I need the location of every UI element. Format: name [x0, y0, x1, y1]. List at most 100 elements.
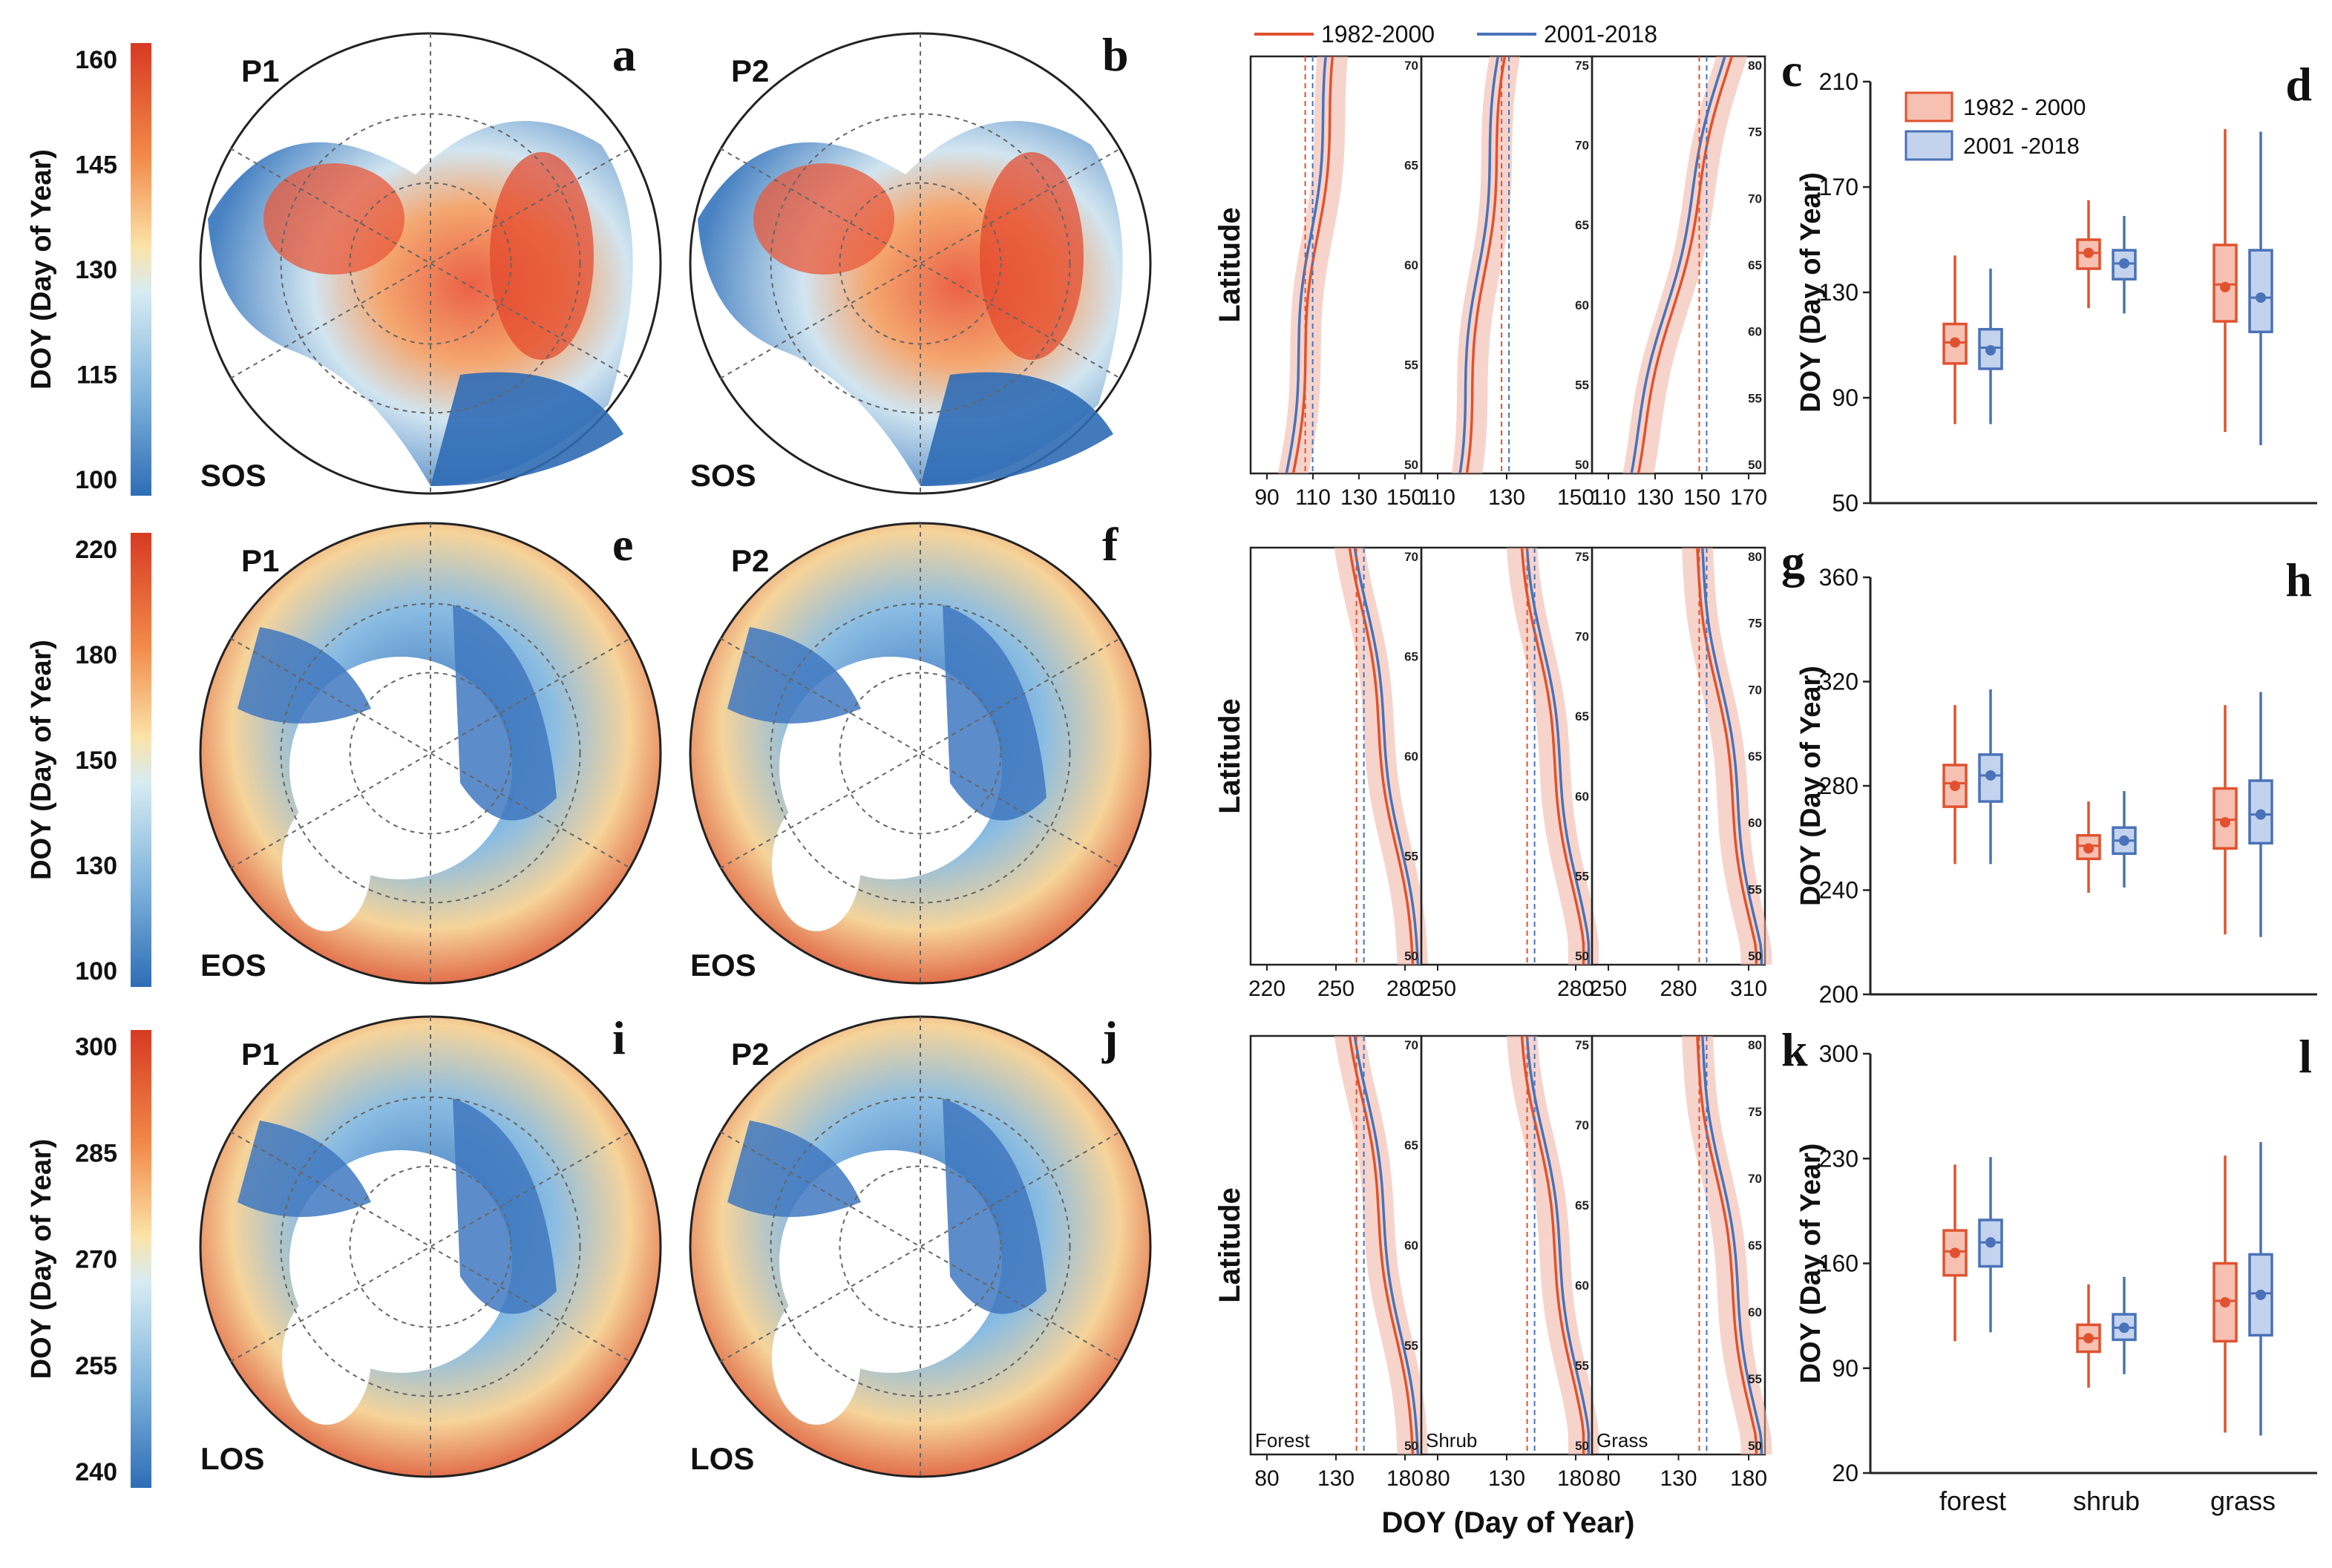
mean-point: [2119, 1322, 2129, 1334]
greenland: [282, 1291, 371, 1425]
land-region: [490, 152, 594, 360]
mean-point: [1950, 337, 1960, 348]
mean-point: [2083, 1333, 2094, 1344]
latitude-tick-label: 65: [1575, 1198, 1589, 1213]
panel-letter: f: [1102, 518, 1118, 571]
series-line-1982-2000: [1520, 1035, 1585, 1454]
latitude-tick-label: 60: [1575, 1279, 1589, 1293]
parallel: [839, 672, 1002, 835]
mean-point: [1985, 345, 1996, 356]
map-period-label: P1: [241, 53, 279, 88]
latitude-tick-label: 55: [1575, 378, 1589, 392]
colorbar-title: DOY (Day of Year): [26, 640, 57, 880]
meridian: [719, 637, 1121, 869]
map-period-label: P2: [731, 53, 769, 88]
meridian: [719, 148, 1121, 379]
x-tick-label: 280: [1557, 977, 1594, 1001]
panel-letter: i: [612, 1011, 626, 1064]
colorbar-tick-label: 180: [75, 641, 117, 669]
latitude-tick-label: 65: [1575, 218, 1589, 232]
polar-map: P1 LOS i: [199, 1011, 662, 1478]
series-line-2001-2018: [1700, 1035, 1763, 1454]
x-tick-label: 80: [1254, 1466, 1279, 1491]
land-region: [430, 372, 623, 486]
profile-legend: 1982-2000 2001-2018: [1254, 21, 1657, 47]
polar-map: P2 LOS j: [689, 1011, 1152, 1478]
mean-point: [1985, 1237, 1996, 1248]
y-tick-label: 280: [1819, 772, 1858, 799]
y-tick-label: 50: [1832, 490, 1858, 516]
latitude-tick-label: 55: [1404, 358, 1418, 373]
y-tick-label: 320: [1819, 669, 1858, 695]
colorbar: [131, 1030, 151, 1488]
latitude-tick-label: 50: [1748, 949, 1762, 963]
map-metric-label: LOS: [690, 1441, 754, 1476]
latitude-tick-label: 75: [1575, 59, 1589, 73]
mean-point: [2119, 835, 2129, 846]
colorbar: [131, 43, 151, 496]
latitude-tick-label: 65: [1404, 650, 1418, 664]
land-region: [943, 1098, 1047, 1314]
x-tick-label: 130: [1660, 1466, 1697, 1491]
latitude-tick-label: 65: [1748, 1239, 1762, 1253]
mean-point: [2220, 281, 2230, 292]
latitude-tick-label: 60: [1404, 258, 1418, 272]
latitude-tick-label: 50: [1404, 458, 1418, 472]
series-line-2001-2018: [1353, 547, 1420, 965]
meridian: [229, 1131, 632, 1362]
profile-panel: 70 65 60 55 50 80 130 180 Forest: [1249, 1034, 1429, 1491]
parallel: [280, 603, 581, 904]
series-line-2001-2018: [1458, 56, 1500, 474]
greenland: [772, 798, 861, 931]
latitude-tick-label: 55: [1575, 1359, 1589, 1373]
axis-ylabel: DOY (Day of Year): [1795, 666, 1827, 906]
meridian: [229, 148, 632, 379]
legend-label: 2001 -2018: [1963, 133, 2080, 159]
panel-letter: l: [2299, 1030, 2312, 1083]
mean-point: [2256, 1289, 2266, 1300]
latitude-tick-label: 55: [1748, 1372, 1762, 1386]
x-tick-label: 220: [1248, 977, 1285, 1001]
colorbar-tick-label: 160: [75, 46, 117, 74]
y-tick-label: 90: [1832, 1355, 1858, 1382]
boxplot-panel: 50 90 130 170 210 DOY (Day of Year) d: [1795, 58, 2317, 516]
axis-ylabel: DOY (Day of Year): [1795, 1144, 1827, 1384]
parallel: [770, 603, 1071, 904]
map-metric-label: LOS: [200, 1441, 264, 1476]
colorbar-tick-label: 240: [75, 1458, 117, 1486]
latitude-tick-label: 70: [1748, 191, 1762, 206]
panel-letter: k: [1781, 1023, 1808, 1076]
latitude-tick-label: 80: [1748, 550, 1762, 564]
mean-point: [1950, 1247, 1960, 1259]
legend-swatch: [1904, 91, 1953, 122]
meridian: [719, 1131, 1121, 1362]
parallel: [349, 182, 512, 345]
y-tick-label: 90: [1832, 384, 1858, 411]
x-tick-label: 280: [1660, 977, 1697, 1001]
latitude-tick-label: 60: [1748, 1305, 1762, 1319]
latitude-tick-label: 65: [1404, 159, 1418, 173]
legend-label: 1982-2000: [1321, 21, 1435, 47]
boxplot-panel: 200 240 280 320 360 DOY (Day of Year) h: [1795, 554, 2317, 1008]
latitude-tick-label: 75: [1575, 550, 1589, 564]
panel-vegetation-label: Grass: [1596, 1429, 1648, 1451]
land-region: [238, 1121, 371, 1217]
panel-frame: [1591, 55, 1766, 475]
y-tick-label: 130: [1819, 279, 1858, 306]
category-label: grass: [2210, 1486, 2276, 1516]
x-tick-label: 180: [1386, 1466, 1424, 1491]
latitude-tick-label: 65: [1575, 709, 1589, 724]
land-region: [727, 627, 861, 724]
polar-map: P1 EOS e: [199, 518, 662, 985]
y-tick-label: 200: [1819, 981, 1858, 1008]
colorbar: [131, 533, 151, 987]
box-legend: 1982 - 2000 2001 -2018: [1904, 91, 2086, 161]
profile-panel: 75 70 65 60 55 50 250 280: [1419, 546, 1599, 1001]
x-tick-label: 110: [1295, 485, 1331, 510]
latitude-tick-label: 50: [1575, 1439, 1589, 1453]
latitude-tick-label: 65: [1404, 1138, 1418, 1152]
land-region: [453, 605, 557, 821]
series-line-2001-2018: [1525, 547, 1591, 965]
x-tick-label: 250: [1317, 977, 1355, 1001]
